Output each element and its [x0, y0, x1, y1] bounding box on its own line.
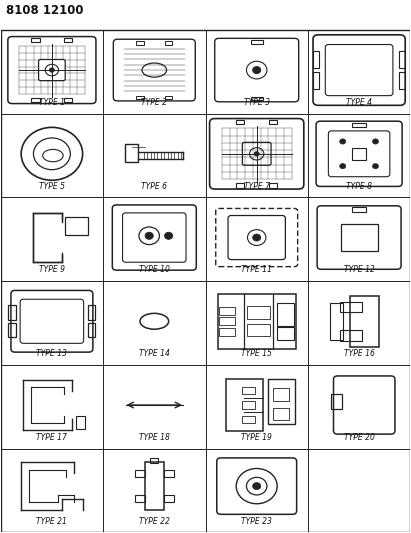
Bar — [226, 378, 263, 432]
Circle shape — [49, 68, 54, 72]
Bar — [313, 51, 319, 68]
Bar — [242, 387, 255, 394]
Text: TYPE 10: TYPE 10 — [139, 265, 170, 274]
Text: TYPE 5: TYPE 5 — [39, 182, 65, 191]
Bar — [50, 220, 66, 255]
Bar — [136, 41, 143, 45]
Bar — [277, 327, 293, 340]
Bar — [331, 393, 342, 409]
Bar — [269, 183, 277, 188]
Bar — [268, 378, 295, 424]
Bar — [31, 98, 39, 102]
Bar — [219, 317, 235, 325]
Bar — [218, 294, 296, 349]
Bar — [164, 495, 174, 502]
Bar — [313, 72, 319, 90]
Text: TYPE 12: TYPE 12 — [344, 265, 374, 274]
Text: TYPE 8: TYPE 8 — [346, 182, 372, 191]
Bar — [251, 96, 263, 100]
Text: 8108 12100: 8108 12100 — [6, 4, 83, 17]
Bar — [125, 144, 139, 161]
Bar — [219, 307, 235, 314]
Bar — [269, 120, 277, 124]
Bar — [33, 213, 62, 262]
Bar — [339, 302, 362, 312]
Text: TYPE 3: TYPE 3 — [244, 98, 270, 107]
Bar — [76, 416, 85, 429]
Bar — [339, 330, 362, 341]
Bar — [236, 120, 245, 124]
Circle shape — [145, 232, 153, 239]
Text: TYPE 20: TYPE 20 — [344, 433, 374, 442]
Bar — [135, 470, 145, 478]
Bar — [135, 495, 145, 502]
Bar — [8, 305, 16, 319]
Text: TYPE 19: TYPE 19 — [241, 433, 272, 442]
Text: TYPE 4: TYPE 4 — [346, 98, 372, 107]
Text: TYPE 9: TYPE 9 — [39, 265, 65, 274]
Text: TYPE 18: TYPE 18 — [139, 433, 170, 442]
Bar — [136, 95, 143, 99]
Text: TYPE 11: TYPE 11 — [241, 265, 272, 274]
Text: TYPE 6: TYPE 6 — [141, 182, 167, 191]
Text: TYPE 2: TYPE 2 — [141, 98, 167, 107]
Text: TYPE 17: TYPE 17 — [37, 433, 67, 442]
Ellipse shape — [43, 149, 63, 161]
Text: TYPE 16: TYPE 16 — [344, 349, 374, 358]
Text: TYPE 14: TYPE 14 — [139, 349, 170, 358]
Bar — [165, 95, 172, 99]
Bar — [330, 303, 343, 340]
Bar — [352, 207, 366, 212]
Text: TYPE 13: TYPE 13 — [37, 349, 67, 358]
Bar — [219, 328, 235, 336]
FancyBboxPatch shape — [39, 60, 65, 80]
Text: TYPE 22: TYPE 22 — [139, 516, 170, 526]
Bar — [150, 458, 158, 463]
Ellipse shape — [142, 63, 166, 77]
Text: TYPE 21: TYPE 21 — [37, 516, 67, 526]
Circle shape — [339, 139, 346, 144]
Circle shape — [45, 64, 58, 76]
Bar — [399, 72, 405, 90]
Circle shape — [253, 482, 261, 490]
Bar — [64, 38, 72, 42]
FancyBboxPatch shape — [242, 142, 271, 165]
Circle shape — [372, 139, 379, 144]
Bar — [247, 324, 270, 336]
Circle shape — [164, 232, 173, 239]
Circle shape — [253, 234, 261, 241]
Bar — [8, 323, 16, 337]
Circle shape — [339, 164, 346, 169]
Circle shape — [254, 151, 259, 156]
Bar — [350, 296, 379, 347]
Circle shape — [253, 67, 261, 74]
Text: TYPE 1: TYPE 1 — [39, 98, 65, 107]
Bar — [236, 183, 245, 188]
Bar — [341, 224, 378, 251]
Bar — [399, 51, 405, 68]
Bar — [164, 470, 174, 478]
Bar — [247, 306, 270, 319]
Text: TYPE 15: TYPE 15 — [241, 349, 272, 358]
Bar — [277, 303, 293, 326]
Bar — [273, 388, 289, 401]
Bar — [251, 40, 263, 44]
Circle shape — [249, 148, 264, 160]
Text: TYPE 23: TYPE 23 — [241, 516, 272, 526]
Bar — [88, 323, 95, 337]
Bar — [31, 38, 39, 42]
Bar — [242, 416, 255, 423]
Bar — [352, 123, 366, 127]
Bar — [165, 41, 172, 45]
Circle shape — [372, 164, 379, 169]
Bar — [145, 462, 164, 510]
Bar — [88, 305, 95, 319]
Bar — [242, 401, 255, 409]
Bar — [64, 98, 72, 102]
Text: TYPE 7: TYPE 7 — [244, 182, 270, 191]
Bar — [273, 408, 289, 420]
Bar — [352, 148, 366, 160]
Bar — [65, 217, 88, 235]
